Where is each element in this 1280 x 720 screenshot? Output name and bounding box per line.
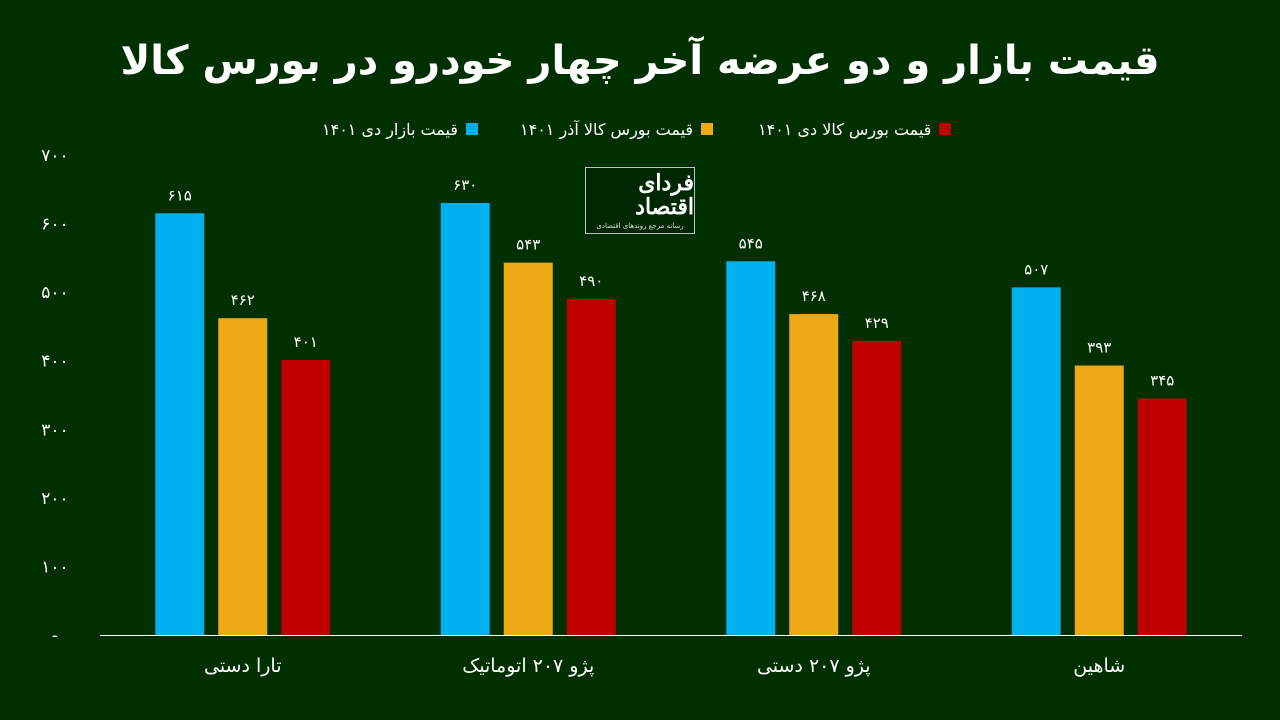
bar-value-label: ۴۹۰ <box>579 272 603 290</box>
bar-value-label: ۳۹۳ <box>1087 339 1111 357</box>
x-category-label: پژو ۲۰۷ اتوماتیک <box>462 655 594 677</box>
x-category-label: پژو ۲۰۷ دستی <box>757 655 871 677</box>
bar-value-label: ۵۴۵ <box>739 234 763 252</box>
legend-item-bourse-azar: قیمت بورس کالا آذر ۱۴۰۱ <box>520 116 714 142</box>
bar <box>789 314 839 635</box>
y-tick-label: ۳۰۰ <box>41 420 68 440</box>
bar <box>155 213 205 636</box>
y-tick-label: ۷۰۰ <box>41 146 68 166</box>
bar <box>218 318 268 635</box>
bar <box>281 360 331 635</box>
bar <box>726 261 776 635</box>
bar <box>566 299 616 635</box>
y-tick-label: ۱۰۰ <box>41 557 68 577</box>
y-tick-label: ۵۰۰ <box>41 283 68 303</box>
bar-value-label: ۶۱۵ <box>168 186 192 204</box>
y-tick-label: ۴۰۰ <box>41 352 68 372</box>
bar <box>440 203 490 635</box>
legend-label-bourse-azar: قیمت بورس کالا آذر ۱۴۰۱ <box>520 119 694 139</box>
legend-label-bourse-dey: قیمت بورس کالا دی ۱۴۰۱ <box>758 119 932 139</box>
y-tick-label: ۲۰۰ <box>41 489 68 509</box>
legend-swatch-bourse-azar <box>701 123 714 135</box>
bar-value-label: ۳۴۵ <box>1150 371 1174 389</box>
bar-value-label: ۴۲۹ <box>865 314 889 332</box>
chart-title: قیمت بازار و دو عرضه آخر چهار خودرو در ب… <box>120 38 1160 84</box>
bar <box>1074 365 1124 635</box>
legend-item-bourse-dey: قیمت بورس کالا دی ۱۴۰۱ <box>758 116 952 142</box>
y-tick-label: ۶۰۰ <box>41 215 68 235</box>
bar <box>1011 287 1061 635</box>
legend-label-market-dey: قیمت بازار دی ۱۴۰۱ <box>322 119 458 139</box>
bar-value-label: ۵۰۷ <box>1024 260 1048 278</box>
legend-item-market-dey: قیمت بازار دی ۱۴۰۱ <box>322 116 478 142</box>
x-category-label: شاهین <box>1073 655 1125 677</box>
x-category-label: تارا دستی <box>204 655 282 677</box>
bar-value-label: ۴۶۸ <box>802 287 826 305</box>
bar <box>1137 398 1187 635</box>
logo-name: فردای اقتصاد <box>635 169 694 220</box>
publisher-logo: فردای اقتصاد رسانه مرجع روندهای اقتصادی <box>585 167 695 234</box>
bar-value-label: ۶۳۰ <box>453 176 477 194</box>
legend-swatch-bourse-dey <box>939 123 952 135</box>
bar-value-label: ۴۶۲ <box>231 291 255 309</box>
bar <box>852 340 902 635</box>
bar <box>503 262 553 635</box>
logo-tagline: رسانه مرجع روندهای اقتصادی <box>596 222 684 231</box>
y-tick-label: - <box>52 626 58 646</box>
bar-value-label: ۴۰۱ <box>294 333 318 351</box>
legend-swatch-market-dey <box>465 123 478 135</box>
legend: قیمت بازار دی ۱۴۰۱ قیمت بورس کالا آذر ۱۴… <box>0 116 1280 142</box>
bar-value-label: ۵۴۳ <box>516 236 540 254</box>
